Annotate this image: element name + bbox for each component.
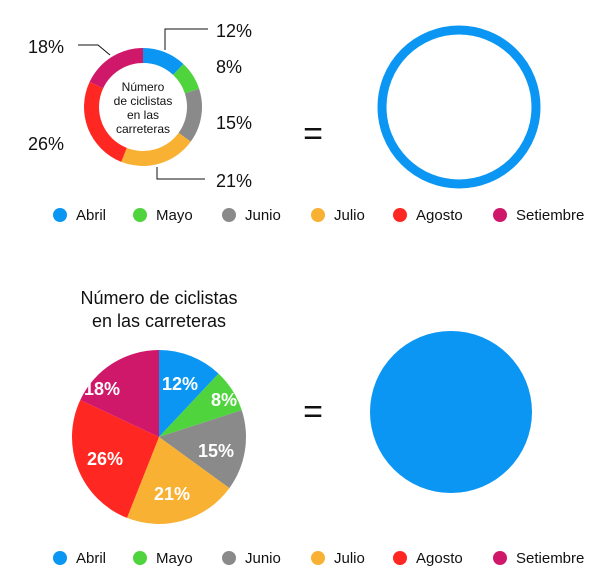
legend-label-agosto: Agosto: [416, 207, 463, 224]
legend-swatch-mayo: [133, 208, 147, 222]
slice-julio: [121, 132, 191, 166]
filled-circle: [370, 331, 532, 493]
legend-swatch-agosto: [393, 551, 407, 565]
slice-agosto: [84, 81, 127, 162]
donut-label-junio: 15%: [216, 113, 252, 133]
leader-line-julio: [156, 167, 205, 180]
legend-label-abril: Abril: [76, 550, 106, 567]
ring-circle: [377, 25, 541, 189]
pie-label-setiembre: 18%: [84, 379, 120, 399]
center-label-line: de ciclistas: [114, 94, 173, 108]
legend-label-setiembre: Setiembre: [516, 207, 584, 224]
leader-line-abril: [164, 28, 208, 50]
pie-label-julio: 21%: [154, 484, 190, 504]
legend-swatch-setiembre: [493, 551, 507, 565]
legend-label-julio: Julio: [334, 550, 365, 567]
equals-sign: =: [303, 115, 323, 153]
slice-abril: [159, 350, 219, 437]
legend-swatch-agosto: [393, 208, 407, 222]
equals-sign: =: [303, 393, 323, 431]
legend-label-agosto: Agosto: [416, 550, 463, 567]
pie-label-junio: 15%: [198, 441, 234, 461]
legend-swatch-junio: [222, 208, 236, 222]
slice-abril: [143, 48, 184, 75]
donut-label-agosto: 26%: [28, 134, 64, 154]
legend-label-junio: Junio: [245, 550, 281, 567]
pie-label-mayo: 8%: [211, 390, 237, 410]
legend-swatch-abril: [53, 208, 67, 222]
legend-label-mayo: Mayo: [156, 207, 193, 224]
pie-title-line: en las carreteras: [92, 311, 226, 331]
legend-swatch-julio: [311, 208, 325, 222]
slice-agosto: [71, 399, 159, 518]
slice-mayo: [159, 373, 242, 437]
legend-label-junio: Junio: [245, 207, 281, 224]
pie-label-agosto: 26%: [87, 449, 123, 469]
slice-junio: [159, 410, 247, 489]
pie-title-line: Número de ciclistas: [80, 288, 237, 308]
pie-label-abril: 12%: [162, 374, 198, 394]
slice-junio: [178, 88, 202, 142]
slice-setiembre: [80, 350, 159, 437]
center-label-line: Número: [122, 80, 165, 94]
legend-label-setiembre: Setiembre: [516, 550, 584, 567]
legend-swatch-julio: [311, 551, 325, 565]
slice-mayo: [173, 63, 200, 94]
donut-label-mayo: 8%: [216, 57, 242, 77]
slice-julio: [126, 437, 230, 524]
legend-label-mayo: Mayo: [156, 550, 193, 567]
legend-label-julio: Julio: [334, 207, 365, 224]
donut-label-setiembre: 18%: [28, 37, 64, 57]
legend-swatch-mayo: [133, 551, 147, 565]
legend-swatch-setiembre: [493, 208, 507, 222]
leader-line-setiembre: [78, 44, 111, 56]
center-label-line: en las: [127, 108, 159, 122]
legend-label-abril: Abril: [76, 207, 106, 224]
legend-swatch-abril: [53, 551, 67, 565]
center-label-line: carreteras: [116, 122, 170, 136]
donut-label-julio: 21%: [216, 171, 252, 191]
legend-swatch-junio: [222, 551, 236, 565]
donut-label-abril: 12%: [216, 21, 252, 41]
slice-setiembre: [89, 48, 143, 89]
